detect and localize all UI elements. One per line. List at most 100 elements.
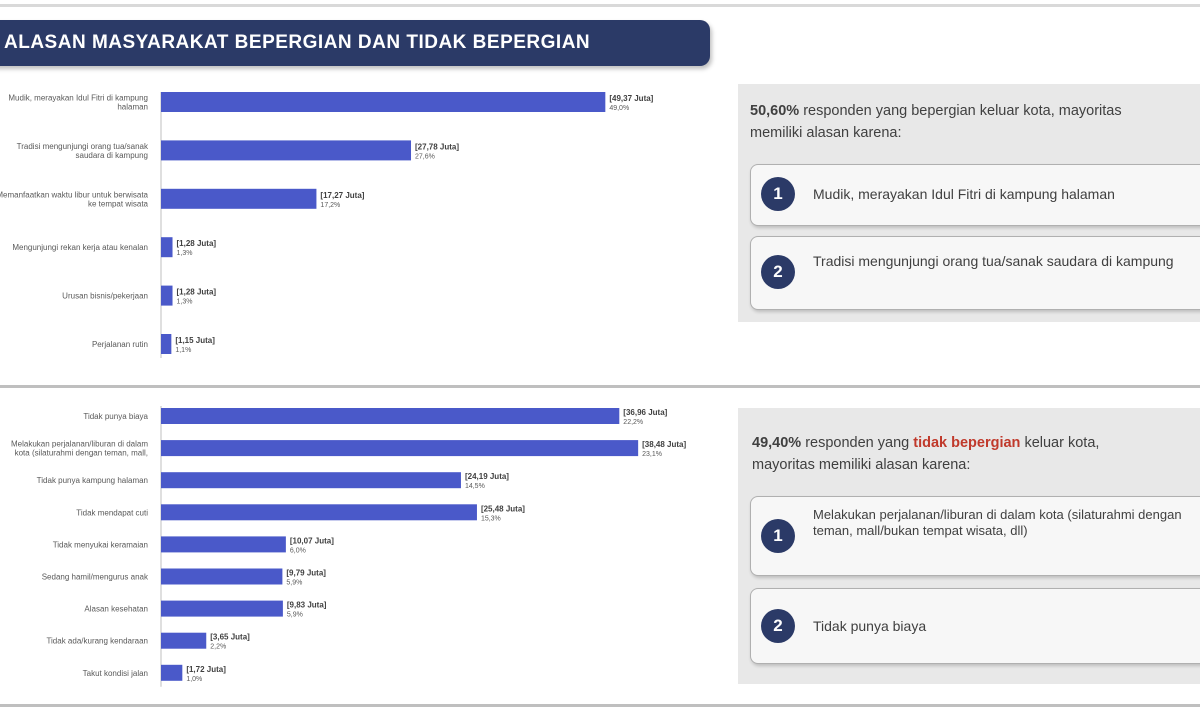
reason-card: 1 Mudik, merayakan Idul Fitri di kampung… [750,164,1200,226]
percent-label: 5,9% [287,612,303,619]
category-label-line: Takut kondisi jalan [83,669,148,678]
percent-tidak-bepergian: 49,40% [752,435,802,451]
reason-text: Tradisi mengunjungi orang tua/sanak saud… [813,253,1174,269]
intro-text-line2: memiliki alasan karena: [750,125,902,141]
percent-label: 15,3% [481,515,501,522]
bar [161,600,283,617]
data-label: [36,96 Juta] [623,408,667,417]
category-label: Tidak ada/kurang kendaraan [46,637,148,646]
data-label: [3,65 Juta] [210,633,250,642]
category-label-line: Tradisi mengunjungi orang tua/sanak [17,142,149,151]
category-label-line: halaman [117,103,148,112]
category-label-line: Tidak menyukai keramaian [53,540,148,549]
category-label-line: Sedang hamil/mengurus anak [42,573,149,582]
category-label: Mengunjungi rekan kerja atau kenalan [12,243,148,252]
category-label-line: ke tempat wisata [88,199,149,208]
category-label-line: Memanfaatkan waktu libur untuk berwisata [0,190,149,199]
intro-text: responden yang bepergian keluar kota, ma… [799,103,1122,119]
bottom-rule [0,704,1200,707]
category-label: Memanfaatkan waktu libur untuk berwisata… [0,190,149,208]
data-label: [1,28 Juta] [177,288,217,297]
category-label: Takut kondisi jalan [83,669,148,678]
reason-number: 2 [761,609,795,643]
reason-text: Tidak punya biaya [813,618,927,634]
intro-highlight: tidak bepergian [913,435,1021,451]
percent-label: 2,2% [210,644,226,651]
bar [161,536,286,553]
category-label: Tidak punya kampung halaman [37,476,148,485]
category-label: Tidak menyukai keramaian [53,540,148,549]
data-label: [24,19 Juta] [465,472,509,481]
reason-number: 1 [761,177,795,211]
percent-label: 5,9% [286,580,302,587]
category-label-line: Tidak mendapat cuti [76,508,148,517]
data-label: [27,78 Juta] [415,142,459,151]
category-label-line: Tidak punya kampung halaman [37,476,148,485]
category-label-line: Tidak ada/kurang kendaraan [46,637,148,646]
section-divider [0,385,1200,388]
category-label-line: Perjalanan rutin [92,340,148,349]
panel-intro: 50,60% responden yang bepergian keluar k… [750,100,1122,144]
percent-label: 23,1% [642,451,662,458]
category-label: Sedang hamil/mengurus anak [42,573,149,582]
data-label: [38,48 Juta] [642,440,686,449]
data-label: [1,72 Juta] [186,665,226,674]
data-label: [49,37 Juta] [609,94,653,103]
bar [161,504,477,521]
data-label: [9,79 Juta] [286,569,326,578]
category-label-line: Urusan bisnis/pekerjaan [62,292,148,301]
summary-panel-bepergian: 50,60% responden yang bepergian keluar k… [738,84,1200,322]
percent-label: 1,0% [186,676,202,683]
category-label: Melakukan perjalanan/liburan di dalam kot… [11,440,148,458]
data-label: [10,07 Juta] [290,536,334,545]
panel-intro: 49,40% responden yang tidak bepergian ke… [752,432,1099,476]
category-label-line: Melakukan perjalanan/liburan di dalam [11,440,148,449]
chart-bepergian: Mudik, merayakan Idul Fitri di kampung ha… [0,92,654,358]
bar [161,632,207,649]
percent-label: 22,2% [623,419,643,426]
bar [161,285,173,306]
top-rule [0,4,1200,7]
bar [161,664,183,681]
percent-bepergian: 50,60% [750,103,800,119]
bar [161,408,620,424]
reason-number: 1 [761,519,795,553]
intro-text-line2: mayoritas memiliki alasan karena: [752,457,971,473]
percent-label: 6,0% [290,547,306,554]
reason-number: 2 [761,255,795,289]
data-label: [1,15 Juta] [175,336,215,345]
category-label: Alasan kesehatan [84,605,148,614]
category-label-line: Tidak punya biaya [83,412,148,421]
intro-text: responden yang [801,435,914,451]
category-label: Mudik, merayakan Idul Fitri di kampung ha… [8,94,148,112]
reason-text: Melakukan perjalanan/liburan di dalam ko… [813,507,1182,538]
percent-label: 1,1% [175,347,191,354]
chart-tidak-bepergian: Tidak punya biaya [36,96 Juta] 22,2% Melaku… [11,406,687,687]
bar [161,568,283,585]
category-label: Urusan bisnis/pekerjaan [62,292,148,301]
title-banner: ALASAN MASYARAKAT BEPERGIAN DAN TIDAK BE… [0,20,710,66]
category-label: Tidak punya biaya [83,412,148,421]
percent-label: 1,3% [177,250,193,257]
reason-card: 2 Tradisi mengunjungi orang tua/sanak sa… [750,236,1200,310]
page-title: ALASAN MASYARAKAT BEPERGIAN DAN TIDAK BE… [4,32,591,53]
data-label: [17,27 Juta] [320,191,364,200]
bar [161,334,172,354]
reason-card: 1 Melakukan perjalanan/liburan di dalam … [750,496,1200,576]
bar [161,188,317,209]
category-label-line: kota (silaturahmi dengan teman, mall, [15,449,148,458]
category-label: Perjalanan rutin [92,340,148,349]
percent-label: 17,2% [320,202,340,209]
percent-label: 49,0% [609,105,629,112]
category-label-line: Mengunjungi rekan kerja atau kenalan [12,243,148,252]
percent-label: 14,5% [465,483,485,490]
category-label-line: saudara di kampung [76,151,149,160]
category-label: Tradisi mengunjungi orang tua/sanak sauda… [17,142,149,160]
data-label: [25,48 Juta] [481,504,525,513]
bar [161,92,606,112]
bar [161,440,639,457]
category-label-line: Mudik, merayakan Idul Fitri di kampung [8,94,148,103]
bar [161,140,412,161]
category-label-line: Alasan kesehatan [84,605,148,614]
intro-text-end: keluar kota, [1020,435,1100,451]
